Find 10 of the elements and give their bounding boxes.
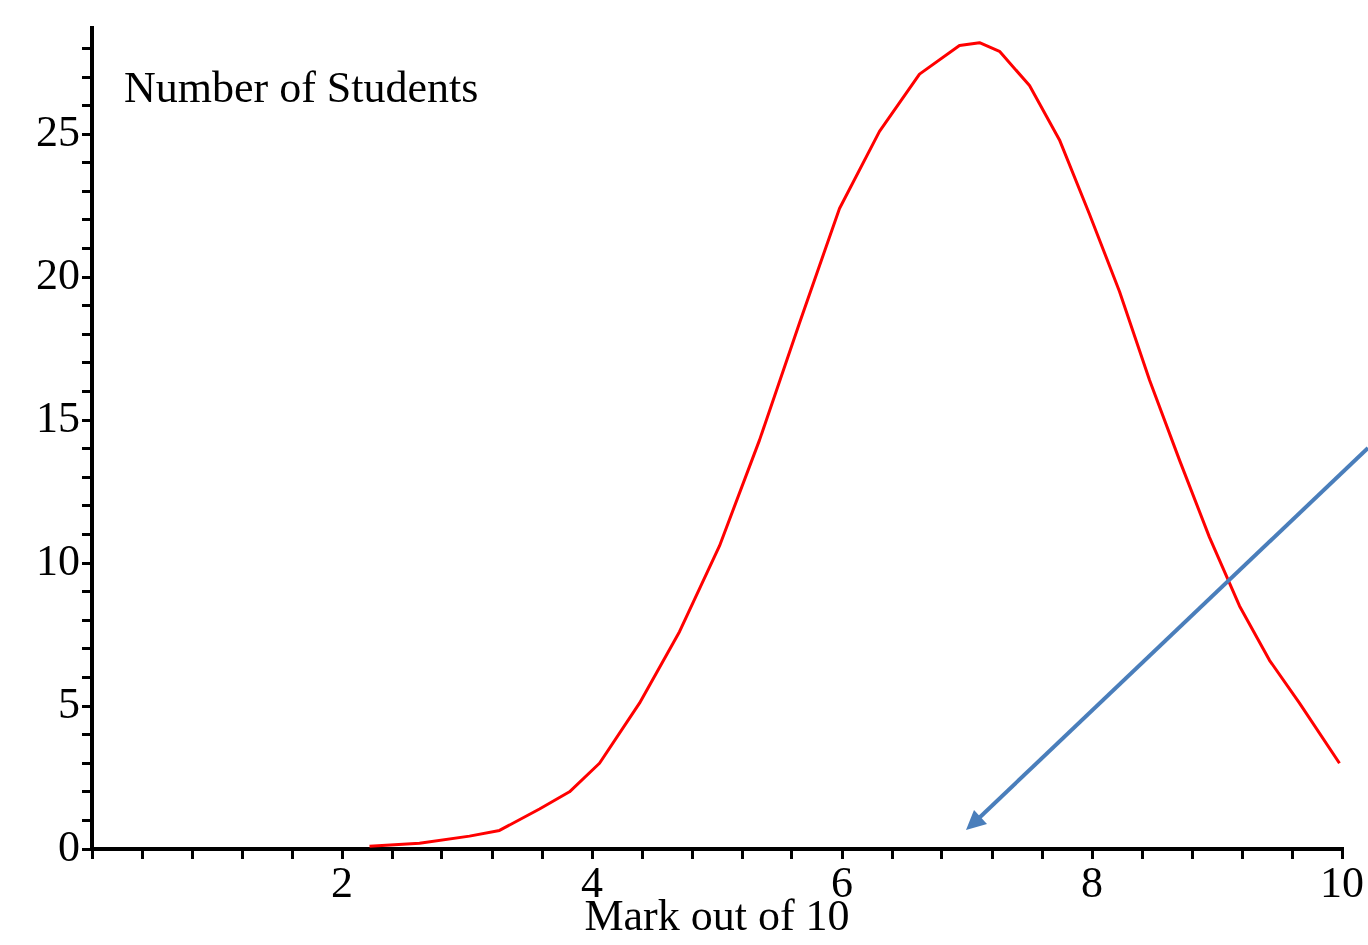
y-tick-label: 10 bbox=[36, 535, 80, 585]
y-tick-label: 15 bbox=[36, 392, 80, 442]
y-tick-label: 20 bbox=[36, 249, 80, 299]
x-tick-label: 10 bbox=[1320, 857, 1364, 907]
y-axis-title: Number of Students bbox=[124, 62, 479, 112]
x-tick-label: 2 bbox=[331, 857, 353, 907]
y-tick-label: 0 bbox=[58, 821, 80, 871]
x-tick-label: 8 bbox=[1081, 857, 1103, 907]
y-tick-label: 5 bbox=[58, 678, 80, 728]
y-tick-label: 25 bbox=[36, 106, 80, 156]
